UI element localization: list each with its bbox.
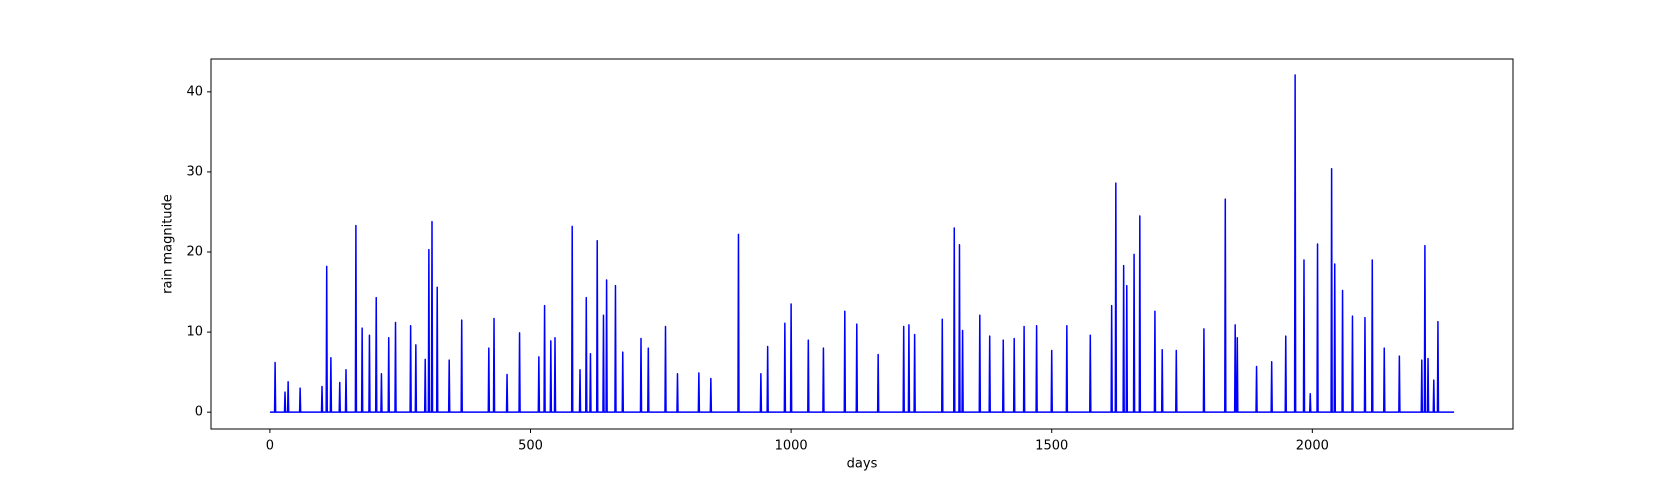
x-tick-label: 1000 bbox=[775, 439, 808, 454]
x-tick-label: 2000 bbox=[1296, 439, 1329, 454]
data-line bbox=[269, 74, 1455, 413]
y-tick-label: 10 bbox=[186, 325, 203, 340]
x-axis-label: days bbox=[847, 457, 878, 472]
y-tick-label: 20 bbox=[186, 245, 203, 260]
x-tick-label: 500 bbox=[518, 439, 543, 454]
y-tick-label: 30 bbox=[186, 164, 203, 179]
y-axis-label: rain magnitude bbox=[161, 194, 176, 294]
y-tick-label: 0 bbox=[195, 405, 203, 420]
x-tick-label: 1500 bbox=[1035, 439, 1068, 454]
plot-frame bbox=[210, 58, 1514, 430]
y-tick-label: 40 bbox=[186, 84, 203, 99]
x-tick-label: 0 bbox=[266, 439, 274, 454]
